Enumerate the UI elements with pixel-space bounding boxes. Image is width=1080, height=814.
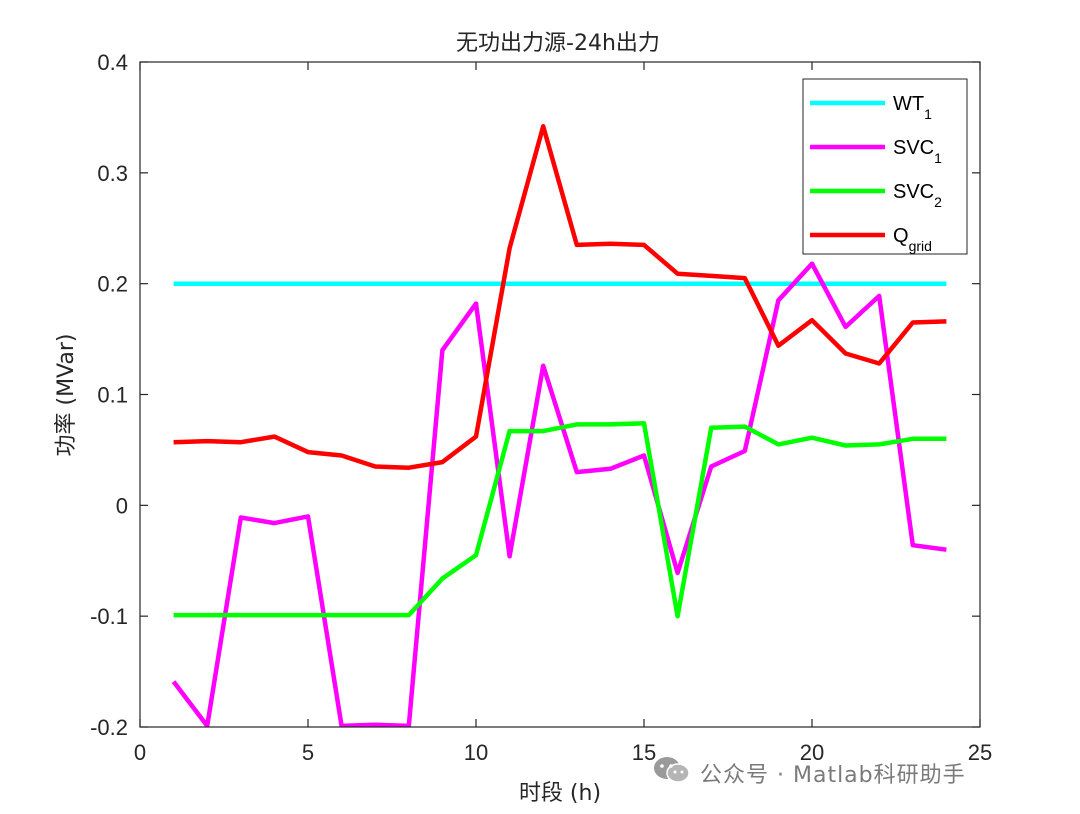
x-axis: 0 5 10 15 20 25	[134, 62, 992, 765]
x-tick-label: 15	[632, 740, 656, 765]
y-tick-label: 0.4	[97, 50, 128, 75]
y-axis-label: 功率 (MVar)	[54, 333, 79, 456]
series-line-q-grid	[173, 124, 947, 470]
y-tick-label: -0.2	[90, 715, 128, 740]
y-tick-label: 0	[116, 493, 128, 518]
series-line-svc-2	[173, 421, 947, 619]
x-tick-label: 25	[968, 740, 992, 765]
y-axis: -0.2 -0.1 0 0.1 0.2 0.3 0.4	[90, 50, 980, 740]
y-tick-label: -0.1	[90, 604, 128, 629]
series-line-svc-1	[171, 261, 947, 727]
legend-box	[802, 78, 968, 255]
y-tick-label: 0.1	[97, 383, 128, 408]
wechat-icon	[652, 755, 692, 791]
x-tick-label: 20	[800, 740, 824, 765]
x-tick-label: 10	[464, 740, 488, 765]
y-tick-label: 0.2	[97, 272, 128, 297]
x-axis-label: 时段 (h)	[519, 781, 601, 806]
watermark: 公众号 · Matlab科研助手	[652, 756, 966, 790]
plot-lines	[171, 124, 947, 727]
y-tick-label: 0.3	[97, 161, 128, 186]
watermark-text: 公众号 · Matlab科研助手	[700, 763, 966, 788]
x-tick-label: 5	[302, 740, 314, 765]
x-tick-label: 0	[134, 740, 146, 765]
chart-title: 无功出力源-24h出力	[456, 31, 660, 56]
